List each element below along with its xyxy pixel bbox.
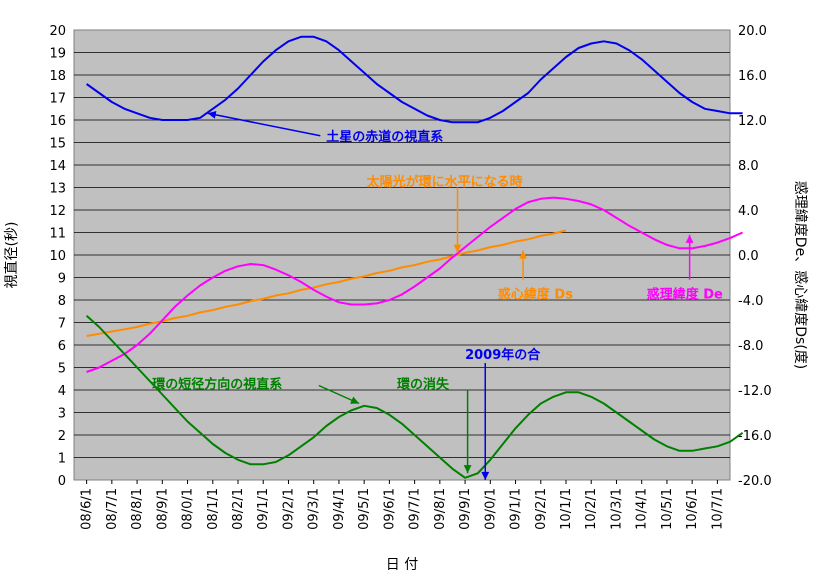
- annotation-label: 環の短径方向の視直系: [152, 376, 282, 392]
- series-line: [86, 229, 567, 337]
- left-tick-label: 17: [49, 92, 66, 107]
- left-tick-label: 4: [58, 384, 66, 399]
- x-tick-label: 08/1/1: [206, 488, 221, 530]
- x-tick-label: 08/0/1: [181, 488, 196, 530]
- left-tick-label: 8: [58, 294, 66, 309]
- x-tick-label: 09/2/1: [534, 488, 549, 530]
- series-line: [85, 315, 744, 479]
- x-tick-label: 10/6/1: [685, 488, 700, 530]
- left-tick-label: 18: [49, 69, 66, 84]
- left-axis-label: 視直径(秒): [3, 222, 20, 289]
- annotation-label: 環の消失: [397, 376, 450, 392]
- left-tick-label: 0: [58, 474, 66, 489]
- x-tick-label: 10/4/1: [635, 488, 650, 530]
- left-tick-label: 19: [49, 47, 66, 62]
- x-tick-label: 09/1/1: [256, 488, 271, 530]
- right-axis-ticks: -20.0 -16.0 -12.0 -8.0 -4.0 0.0 4.0 8.0 12.0 16.0…: [738, 24, 772, 489]
- left-tick-label: 2: [58, 429, 66, 444]
- right-tick-label: 12.0: [738, 114, 767, 129]
- left-tick-label: 12: [49, 204, 66, 219]
- x-tick-label: 08/8/1: [130, 488, 145, 530]
- annotation-label: 惑理緯度 De: [647, 286, 723, 302]
- right-tick-label: 8.0: [738, 159, 759, 174]
- x-tick-label: 09/6/1: [382, 488, 397, 530]
- annotation-arrow: [207, 112, 321, 137]
- left-tick-label: 5: [58, 362, 66, 377]
- right-tick-label: -4.0: [738, 294, 763, 309]
- x-tick-label: 10/2/1: [584, 488, 599, 530]
- x-tick-label: 08/2/1: [231, 488, 246, 530]
- annotation-arrowhead: [350, 396, 360, 404]
- left-tick-label: 7: [58, 317, 66, 332]
- right-tick-label: 20.0: [738, 24, 767, 39]
- annotation-arrowhead: [453, 244, 462, 253]
- x-tick-label: 09/4/1: [332, 488, 347, 530]
- left-tick-label: 11: [49, 227, 66, 242]
- left-tick-label: 13: [49, 182, 66, 197]
- left-tick-label: 6: [58, 339, 66, 354]
- series-line: [86, 196, 744, 373]
- left-tick-label: 10: [49, 249, 66, 264]
- grid-lines: [74, 52, 730, 458]
- series-line: [86, 35, 743, 124]
- x-axis-label: 日 付: [386, 557, 418, 573]
- annotation-arrowhead: [463, 465, 472, 474]
- x-tick-label: 10/3/1: [609, 488, 624, 530]
- right-tick-label: 16.0: [738, 69, 767, 84]
- x-tick-label: 09/1/1: [509, 488, 524, 530]
- left-tick-label: 20: [49, 24, 66, 39]
- x-tick-label: 09/0/1: [483, 488, 498, 530]
- x-tick-label: 09/2/1: [281, 488, 296, 530]
- annotation-arrowhead: [685, 234, 694, 243]
- x-tick-label: 10/1/1: [559, 488, 574, 530]
- annotation-label: 惑心緯度 Ds: [498, 286, 573, 302]
- left-tick-label: 9: [58, 272, 66, 287]
- series-lines: [85, 35, 744, 479]
- left-tick-label: 1: [58, 452, 66, 467]
- left-tick-label: 15: [49, 137, 66, 152]
- x-tick-label: 09/8/1: [433, 488, 448, 530]
- left-tick-label: 16: [49, 114, 66, 129]
- right-tick-label: -20.0: [738, 474, 772, 489]
- annotation-arrowhead: [481, 471, 490, 480]
- x-tick-label: 10/7/1: [710, 488, 725, 530]
- x-tick-label: 09/3/1: [307, 488, 322, 530]
- x-tick-label: 09/9/1: [458, 488, 473, 530]
- left-tick-label: 3: [58, 407, 66, 422]
- x-tick-label: 08/6/1: [80, 488, 95, 530]
- right-axis-label: 惑理緯度De、惑心緯度Ds(度): [792, 181, 808, 369]
- x-tick-label: 08/9/1: [155, 488, 170, 530]
- right-tick-label: 0.0: [738, 249, 759, 264]
- left-tick-label: 14: [49, 159, 66, 174]
- right-tick-label: -8.0: [738, 339, 763, 354]
- x-tick-label: 10/5/1: [660, 488, 675, 530]
- x-axis-ticks: 08/6/1 08/7/1 08/8/1 08/9/1 08/0/1 08/1/1 08/2…: [80, 480, 725, 530]
- x-tick-label: 09/7/1: [408, 488, 423, 530]
- annotation-arrowhead: [519, 250, 527, 259]
- right-tick-label: -12.0: [738, 384, 772, 399]
- annotation-label: 土星の赤道の視直系: [326, 129, 443, 145]
- x-tick-label: 09/5/1: [357, 488, 372, 530]
- x-tick-label: 08/7/1: [105, 488, 120, 530]
- right-tick-label: 4.0: [738, 204, 759, 219]
- annotation-label: 2009年の合: [465, 347, 541, 363]
- annotation-arrowhead: [207, 111, 217, 119]
- right-tick-label: -16.0: [738, 429, 772, 444]
- annotation-label: 太陽光が環に水平になる時: [366, 174, 523, 190]
